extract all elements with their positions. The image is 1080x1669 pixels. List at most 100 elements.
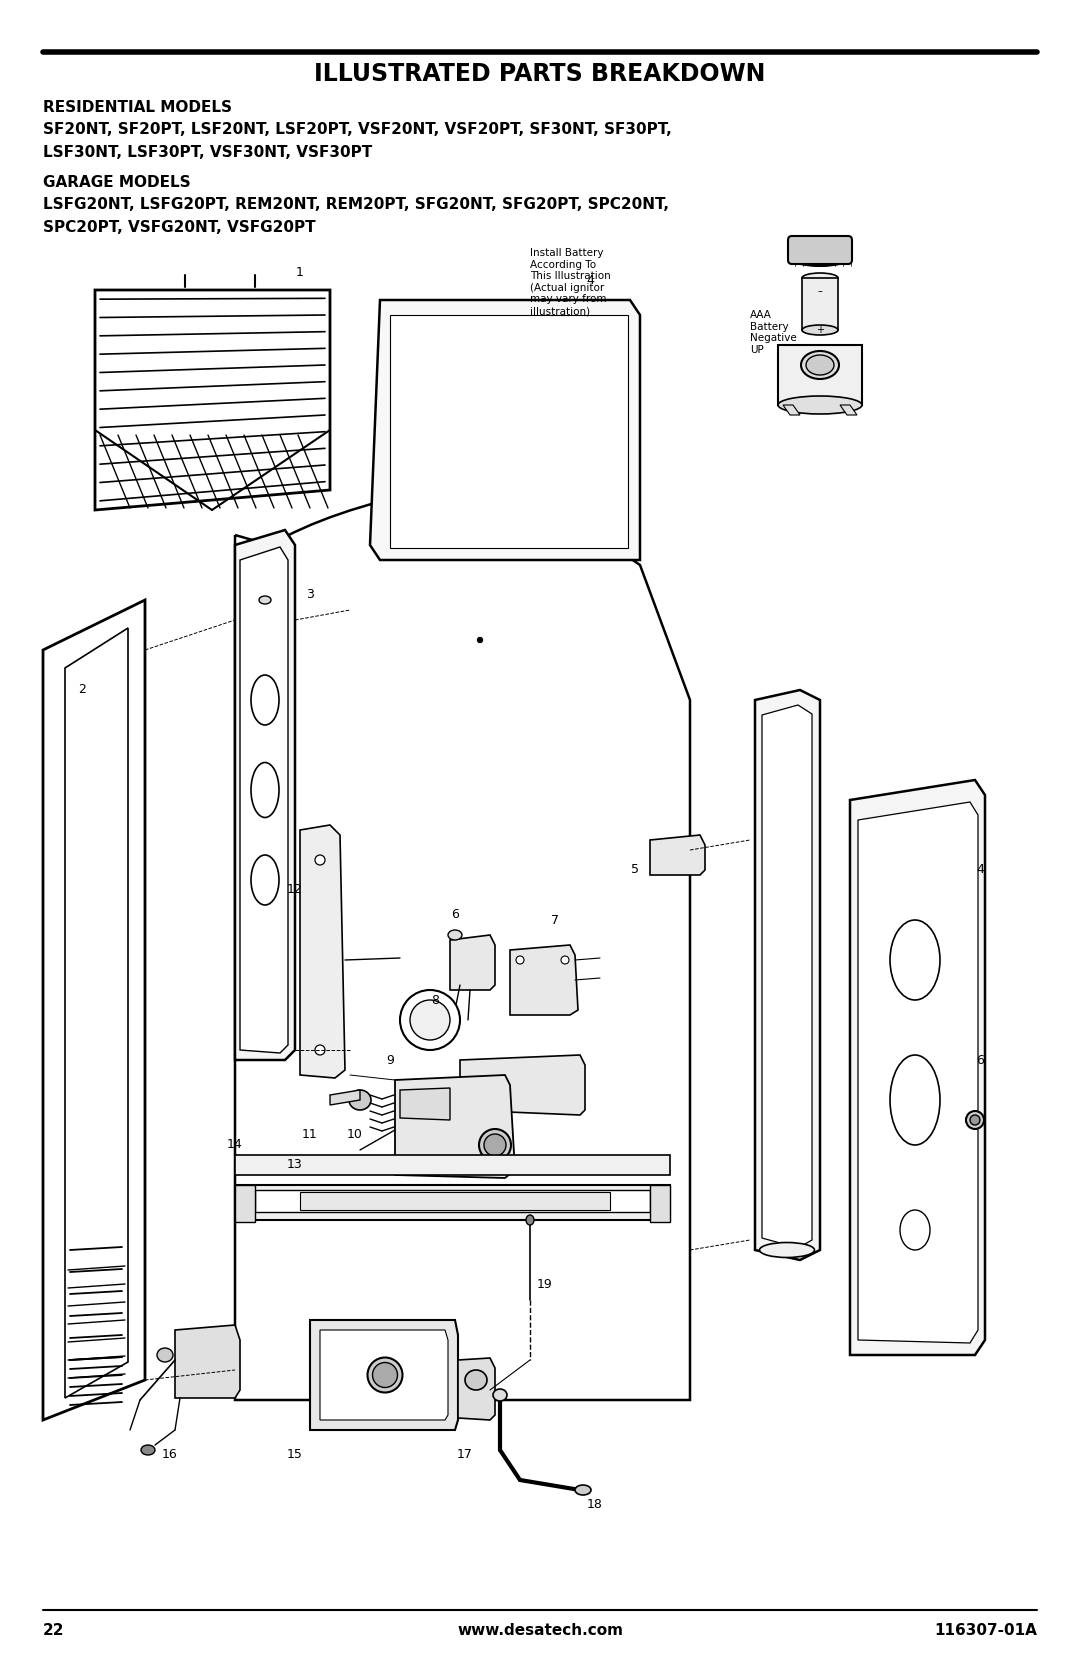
Ellipse shape [801,350,839,379]
Text: 4: 4 [976,863,984,876]
Text: www.desatech.com: www.desatech.com [457,1622,623,1637]
Text: 11: 11 [302,1128,318,1142]
Text: 8: 8 [431,993,438,1006]
PathPatch shape [235,491,690,1400]
Text: 6: 6 [451,908,459,921]
Text: 2: 2 [78,684,86,696]
Text: 13: 13 [287,1158,302,1172]
Polygon shape [390,315,627,547]
Ellipse shape [900,1210,930,1250]
Text: 22: 22 [43,1622,65,1637]
Polygon shape [43,599,145,1420]
Polygon shape [762,704,812,1248]
Ellipse shape [806,355,834,376]
Ellipse shape [966,1112,984,1128]
Text: 10: 10 [347,1128,363,1142]
Ellipse shape [890,920,940,1000]
Polygon shape [458,1359,495,1420]
Ellipse shape [970,1115,980,1125]
Ellipse shape [575,1485,591,1495]
Polygon shape [395,1075,515,1178]
Polygon shape [858,803,978,1344]
Text: 5: 5 [631,863,639,876]
FancyBboxPatch shape [788,235,852,264]
Ellipse shape [141,1445,156,1455]
Polygon shape [300,1192,610,1210]
Text: 3: 3 [306,589,314,601]
Ellipse shape [410,1000,450,1040]
Ellipse shape [778,396,862,414]
Ellipse shape [791,250,849,265]
Polygon shape [460,1055,585,1115]
Polygon shape [450,935,495,990]
Ellipse shape [157,1349,173,1362]
Text: SPC20PT, VSFG20NT, VSFG20PT: SPC20PT, VSFG20NT, VSFG20PT [43,220,315,235]
Text: 17: 17 [457,1449,473,1462]
Ellipse shape [251,674,279,724]
Ellipse shape [561,956,569,965]
Text: Install Battery
According To
This Illustration
(Actual ignitor
may vary from
ill: Install Battery According To This Illust… [530,249,611,315]
Text: LSFG20NT, LSFG20PT, REM20NT, REM20PT, SFG20NT, SFG20PT, SPC20NT,: LSFG20NT, LSFG20PT, REM20NT, REM20PT, SF… [43,197,669,212]
Polygon shape [802,279,838,330]
Polygon shape [778,345,862,406]
Ellipse shape [802,325,838,335]
Polygon shape [235,1155,670,1175]
Text: LSF30NT, LSF30PT, VSF30NT, VSF30PT: LSF30NT, LSF30PT, VSF30NT, VSF30PT [43,145,373,160]
Polygon shape [310,1320,458,1430]
Ellipse shape [251,855,279,905]
Text: 18: 18 [588,1499,603,1512]
Polygon shape [510,945,578,1015]
Ellipse shape [315,855,325,865]
Polygon shape [650,834,705,875]
Text: 6: 6 [976,1053,984,1066]
Text: SF20NT, SF20PT, LSF20NT, LSF20PT, VSF20NT, VSF20PT, SF30NT, SF30PT,: SF20NT, SF20PT, LSF20NT, LSF20PT, VSF20N… [43,122,672,137]
Polygon shape [175,1325,240,1399]
Ellipse shape [484,1133,507,1157]
Polygon shape [240,547,288,1053]
Text: 116307-01A: 116307-01A [934,1622,1037,1637]
Polygon shape [95,290,330,511]
Polygon shape [370,300,640,561]
Polygon shape [255,1190,650,1212]
Ellipse shape [890,1055,940,1145]
Text: 16: 16 [162,1449,178,1462]
Ellipse shape [526,1215,534,1225]
Ellipse shape [477,638,483,643]
Ellipse shape [492,1389,507,1400]
Text: 4: 4 [586,274,594,287]
Text: AAA
Battery
Negative
UP: AAA Battery Negative UP [750,310,797,355]
Ellipse shape [480,1128,511,1162]
Ellipse shape [448,930,462,940]
Ellipse shape [259,596,271,604]
Text: 1: 1 [296,267,303,279]
Polygon shape [650,1185,670,1222]
Polygon shape [850,779,985,1355]
Text: 14: 14 [227,1138,243,1152]
Ellipse shape [759,1242,814,1257]
Polygon shape [840,406,858,416]
Polygon shape [320,1330,448,1420]
Ellipse shape [251,763,279,818]
Ellipse shape [367,1357,403,1392]
Ellipse shape [516,956,524,965]
Polygon shape [783,406,800,416]
Polygon shape [235,531,295,1060]
Text: 9: 9 [386,1053,394,1066]
Ellipse shape [802,274,838,284]
Ellipse shape [315,1045,325,1055]
Text: RESIDENTIAL MODELS: RESIDENTIAL MODELS [43,100,232,115]
Polygon shape [235,1185,670,1220]
Text: 7: 7 [551,913,559,926]
Text: –: – [818,285,823,295]
Polygon shape [235,1185,255,1222]
Text: ILLUSTRATED PARTS BREAKDOWN: ILLUSTRATED PARTS BREAKDOWN [314,62,766,87]
Ellipse shape [465,1370,487,1390]
Text: 12: 12 [287,883,302,896]
Text: +: + [816,325,824,335]
Ellipse shape [349,1090,372,1110]
Ellipse shape [373,1362,397,1387]
Polygon shape [65,628,129,1399]
Polygon shape [400,1088,450,1120]
Polygon shape [300,824,345,1078]
Text: 15: 15 [287,1449,302,1462]
